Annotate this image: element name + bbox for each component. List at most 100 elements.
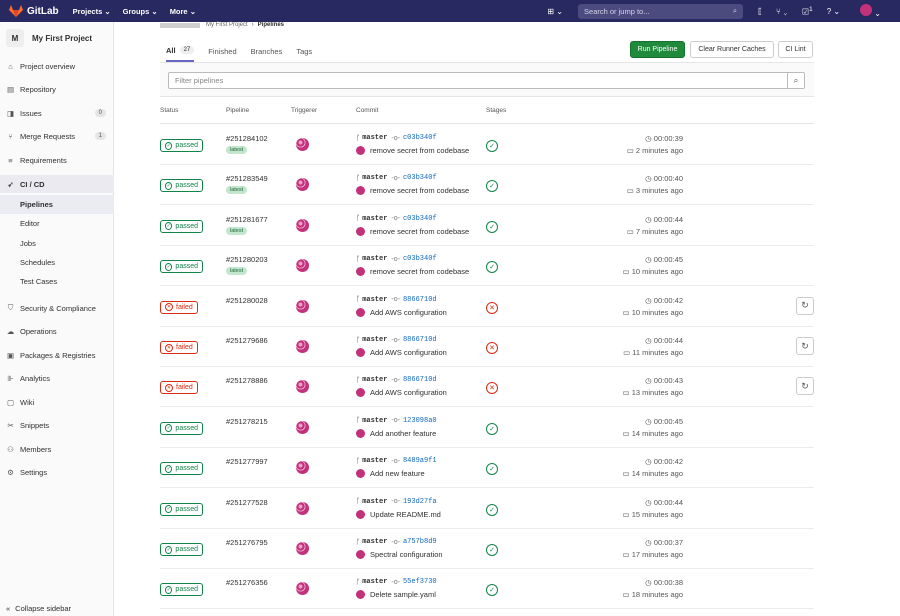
commit-sha-link[interactable]: c03b340f: [402, 134, 437, 142]
pipeline-id-link[interactable]: #251278886: [226, 376, 268, 386]
stage-success-icon[interactable]: ✓: [486, 422, 498, 435]
sidebar-item-wiki[interactable]: ▢ Wiki: [6, 397, 35, 407]
author-avatar[interactable]: [356, 550, 365, 559]
status-badge[interactable]: ✓ passed: [160, 260, 203, 274]
sidebar-sub-test-cases[interactable]: Test Cases: [20, 277, 58, 286]
branch-link[interactable]: master: [362, 457, 388, 466]
commit-sha-link[interactable]: c03b340f: [402, 174, 437, 183]
pipeline-id-link[interactable]: #251280028: [226, 295, 268, 305]
author-avatar[interactable]: [356, 146, 365, 155]
nav-projects[interactable]: Projects ⌄: [72, 6, 111, 16]
commit-sha-link[interactable]: c03b340f: [402, 214, 437, 223]
status-badge[interactable]: ✓ passed: [160, 502, 203, 516]
sidebar-item-merge-requests[interactable]: ⑂ Merge Requests 1: [0, 128, 114, 144]
search-input[interactable]: Search or jump to... ⌕: [578, 3, 744, 19]
branch-link[interactable]: master: [362, 578, 388, 587]
user-menu[interactable]: ⌄: [854, 4, 881, 18]
retry-button[interactable]: ↻: [796, 377, 814, 396]
pipeline-id-link[interactable]: #251277528: [226, 497, 268, 507]
triggerer-avatar[interactable]: [296, 582, 309, 596]
sidebar-item-project-overview[interactable]: ⌂ Project overview: [0, 58, 114, 74]
pipeline-id-link[interactable]: #251283549: [226, 174, 268, 184]
stage-success-icon[interactable]: ✓: [486, 503, 498, 516]
sidebar-item-settings[interactable]: ⚙ Settings: [7, 467, 48, 477]
sidebar-sub-editor[interactable]: Editor: [20, 219, 40, 228]
branch-link[interactable]: master: [362, 174, 388, 183]
status-badge[interactable]: ✓ passed: [160, 219, 203, 233]
commit-message[interactable]: Add another feature: [370, 428, 437, 438]
author-avatar[interactable]: [356, 509, 365, 519]
author-avatar[interactable]: [356, 428, 365, 438]
stage-success-icon[interactable]: ✓: [486, 463, 498, 476]
sidebar-item-packages[interactable]: ▣ Packages & Registries: [6, 350, 96, 360]
stage-success-icon[interactable]: ✓: [486, 261, 498, 274]
pipeline-id-link[interactable]: #251276795: [226, 538, 268, 547]
triggerer-avatar[interactable]: [296, 259, 309, 273]
breadcrumb-namespace[interactable]: [160, 22, 200, 28]
commit-sha-link[interactable]: 193d27fa: [402, 497, 437, 506]
pipeline-id-link[interactable]: #251284102: [226, 134, 268, 143]
stage-success-icon[interactable]: ✓: [486, 544, 498, 556]
branch-link[interactable]: master: [362, 134, 388, 142]
branch-link[interactable]: master: [362, 538, 388, 546]
commit-message[interactable]: Add new feature: [370, 469, 425, 479]
status-badge[interactable]: ✓ passed: [160, 583, 203, 597]
commit-message[interactable]: remove secret from codebase: [370, 186, 470, 196]
search-icon[interactable]: ⌕: [787, 72, 805, 89]
status-badge[interactable]: ✓ passed: [160, 543, 203, 556]
ci-lint-button[interactable]: CI Lint: [778, 41, 813, 58]
triggerer-avatar[interactable]: [296, 542, 309, 555]
pipeline-id-link[interactable]: #251277997: [226, 457, 268, 467]
branch-link[interactable]: master: [362, 214, 388, 223]
triggerer-avatar[interactable]: [296, 218, 309, 232]
stage-success-icon[interactable]: ✓: [486, 220, 498, 233]
author-avatar[interactable]: [356, 388, 365, 398]
branch-link[interactable]: master: [362, 416, 388, 425]
commit-message[interactable]: Delete sample.yaml: [370, 590, 436, 600]
sidebar-item-members[interactable]: ⚇ Members: [7, 444, 52, 454]
commit-message[interactable]: Add AWS configuration: [370, 388, 447, 398]
commit-sha-link[interactable]: a757b8d9: [402, 538, 437, 546]
tab-finished[interactable]: Finished: [208, 46, 237, 56]
author-avatar[interactable]: [356, 186, 365, 196]
sidebar-item-repository[interactable]: ▤ Repository: [6, 84, 56, 94]
triggerer-avatar[interactable]: [296, 420, 309, 434]
triggerer-avatar[interactable]: [296, 138, 309, 151]
author-avatar[interactable]: [356, 307, 365, 317]
sidebar-item-cicd[interactable]: ➶ CI / CD: [0, 175, 114, 193]
issues-nav-icon[interactable]: ⟦: [758, 6, 762, 16]
commit-message[interactable]: Add AWS configuration: [370, 307, 447, 317]
sidebar-sub-pipelines[interactable]: Pipelines: [0, 195, 114, 214]
nav-groups[interactable]: Groups ⌄: [122, 6, 158, 16]
branch-link[interactable]: master: [362, 255, 388, 264]
pipeline-id-link[interactable]: #251280203: [226, 255, 268, 265]
status-badge[interactable]: ✕ failed: [160, 341, 198, 354]
tab-branches[interactable]: Branches: [250, 46, 283, 56]
commit-message[interactable]: remove secret from codebase: [370, 226, 470, 236]
stage-failed-icon[interactable]: ✕: [486, 342, 498, 354]
sidebar-item-snippets[interactable]: ✂ Snippets: [7, 420, 50, 430]
todos-icon[interactable]: ☑1: [801, 5, 813, 17]
commit-sha-link[interactable]: 55ef3730: [402, 578, 437, 587]
status-badge[interactable]: ✓ passed: [160, 179, 203, 193]
author-avatar[interactable]: [356, 226, 365, 236]
commit-message[interactable]: Update README.md: [370, 509, 441, 519]
status-badge[interactable]: ✕ failed: [160, 300, 198, 314]
branch-link[interactable]: master: [362, 497, 388, 506]
gitlab-logo[interactable]: GitLab: [9, 5, 59, 17]
branch-link[interactable]: master: [362, 336, 388, 344]
triggerer-avatar[interactable]: [296, 340, 309, 353]
stage-failed-icon[interactable]: ✕: [486, 301, 498, 314]
triggerer-avatar[interactable]: [296, 178, 309, 192]
branch-link[interactable]: master: [362, 295, 388, 304]
tab-tags[interactable]: Tags: [296, 46, 313, 56]
run-pipeline-button[interactable]: Run Pipeline: [630, 41, 685, 58]
sidebar-item-operations[interactable]: ☁ Operations: [6, 326, 57, 336]
retry-button[interactable]: ↻: [796, 296, 814, 315]
commit-sha-link[interactable]: c03b340f: [402, 255, 437, 264]
commit-sha-link[interactable]: 8866710d: [402, 376, 437, 385]
pipeline-id-link[interactable]: #251276356: [226, 578, 268, 588]
status-badge[interactable]: ✓ passed: [160, 462, 203, 476]
commit-sha-link[interactable]: 8866710d: [402, 336, 437, 344]
sidebar-item-requirements[interactable]: ≡ Requirements: [0, 152, 114, 168]
